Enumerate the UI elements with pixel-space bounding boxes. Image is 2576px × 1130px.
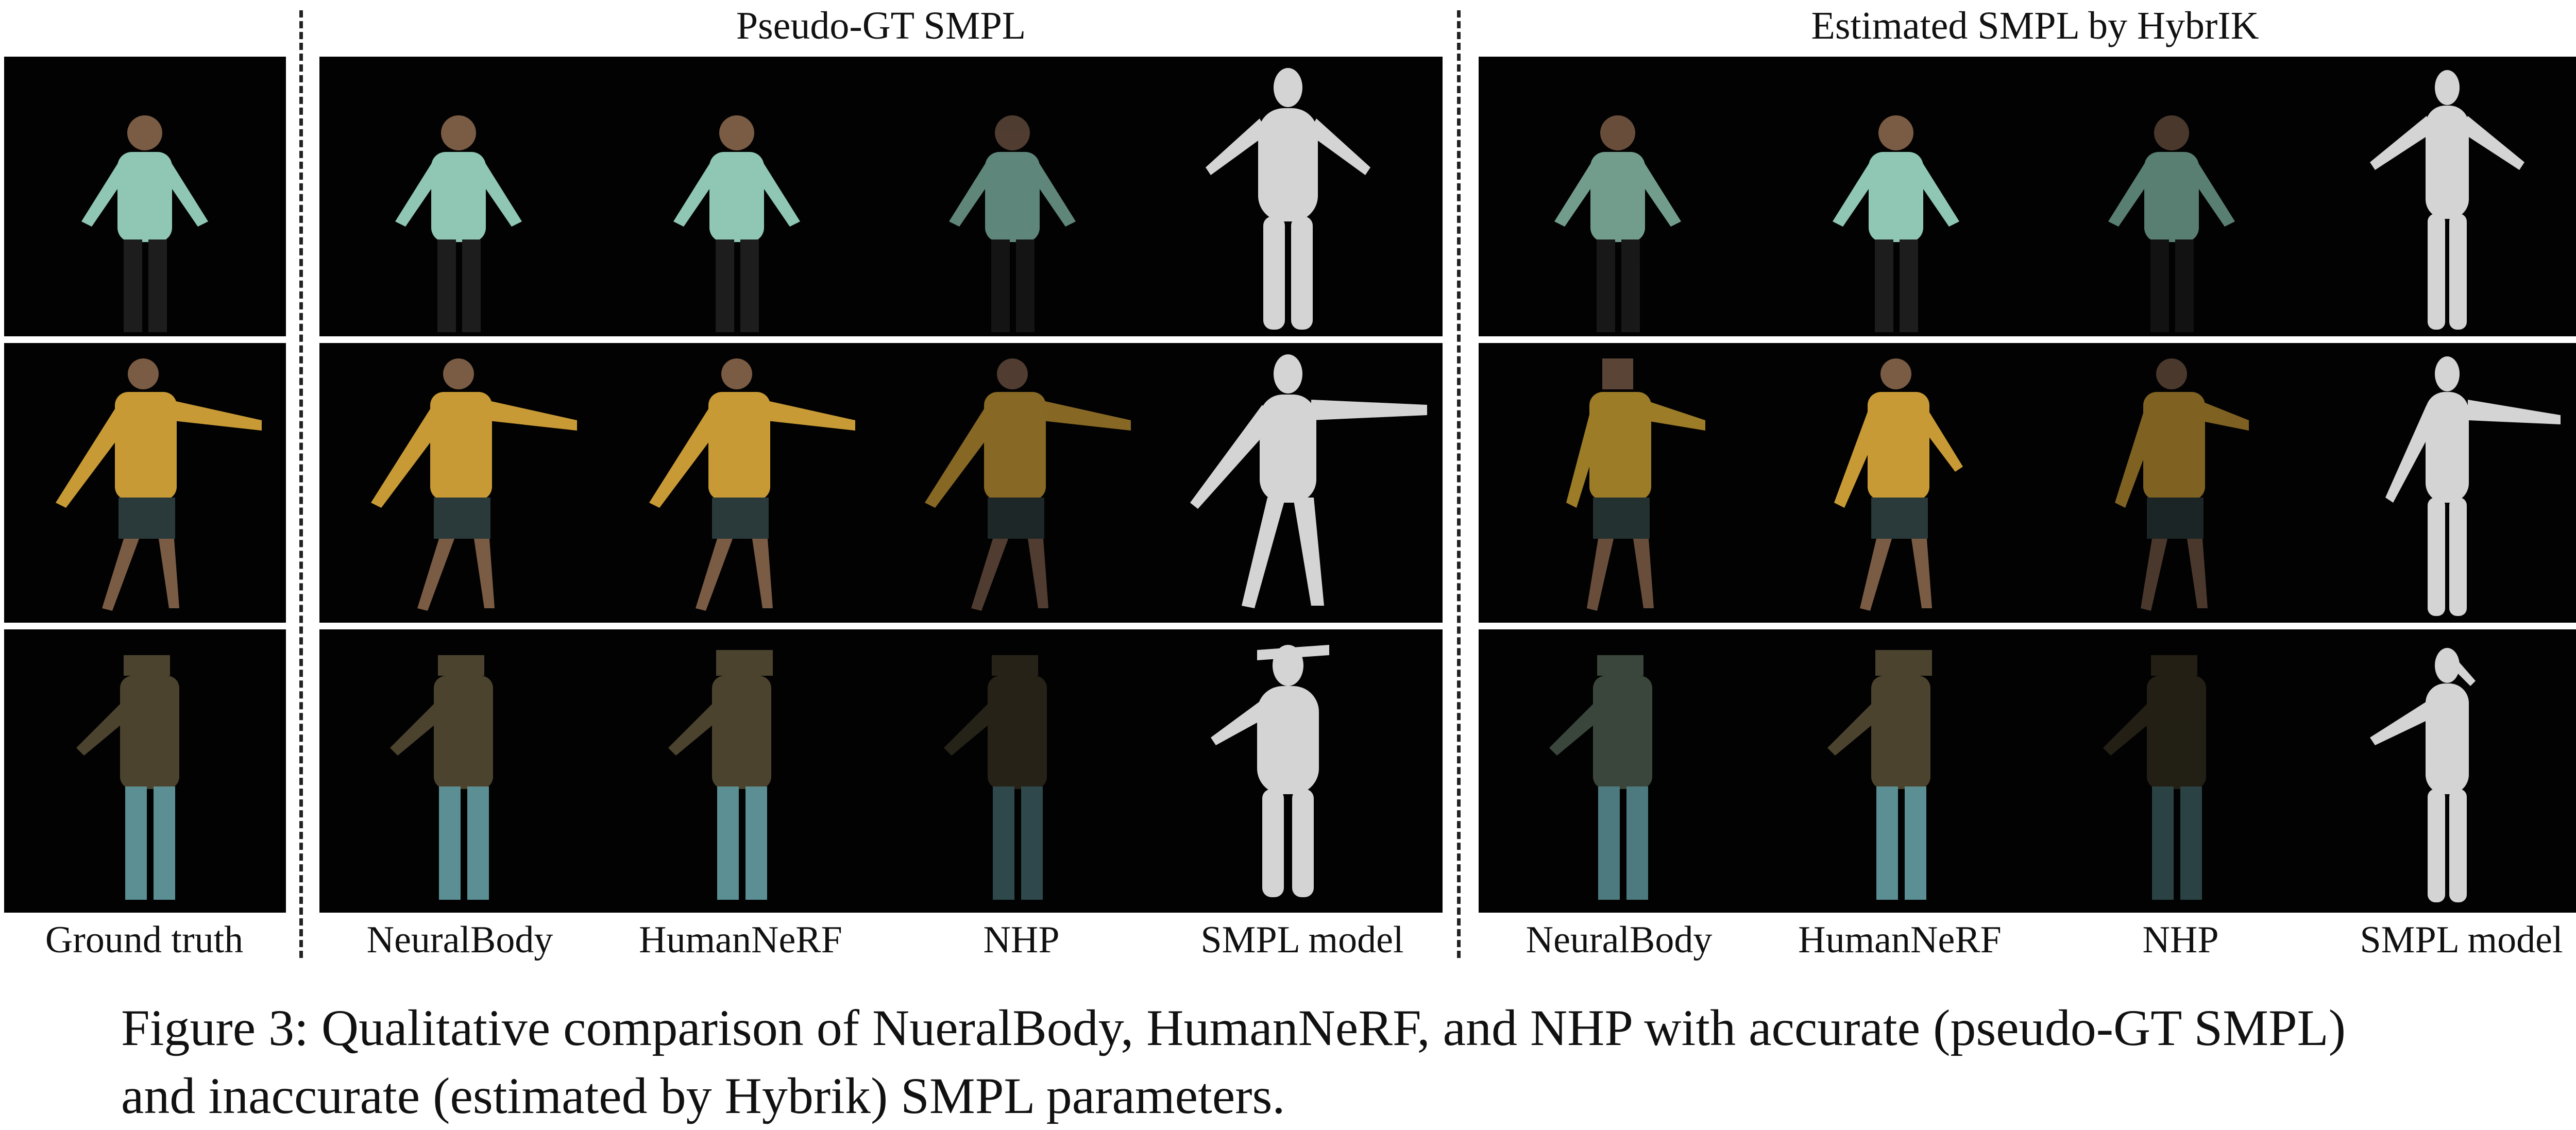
panel-estimated-row3: [1479, 629, 2576, 913]
humannerf-render: [649, 358, 855, 611]
neuralbody-render: [1554, 115, 1681, 332]
humannerf-render: [1834, 358, 1963, 611]
nhp-render: [2108, 115, 2235, 332]
neuralbody-render: [371, 358, 577, 611]
image-grid: [4, 57, 2576, 913]
renders-row2: [1566, 356, 2561, 616]
neuralbody-render: [1566, 358, 1705, 611]
smpl-model-render: [2370, 70, 2524, 330]
figure-caption: Figure 3: Qualitative comparison of Nuer…: [121, 994, 2543, 1130]
neuralbody-render: [1549, 655, 1652, 900]
smpl-model-render: [1190, 354, 1427, 608]
label-pseudo-nhp: NHP: [983, 919, 1060, 961]
panel-pseudo-gt-row1: [319, 57, 1443, 336]
nhp-render: [944, 655, 1047, 900]
smpl-model-render: [1211, 645, 1329, 897]
person-figure: [81, 115, 208, 332]
neuralbody-render: [395, 115, 522, 332]
label-pseudo-smpl-model: SMPL model: [1200, 919, 1404, 961]
label-est-humannerf: HumanNeRF: [1798, 919, 2002, 961]
humannerf-render: [1827, 650, 1932, 900]
caption-line-1: Figure 3: Qualitative comparison of Nuer…: [121, 999, 2346, 1056]
label-est-neuralbody: NeuralBody: [1526, 919, 1713, 961]
renders-row1: [1554, 70, 2524, 332]
neuralbody-render: [390, 655, 493, 900]
panel-gt-row1: [4, 57, 286, 336]
renders-row2: [371, 354, 1427, 611]
header-pseudo-gt: Pseudo-GT SMPL: [736, 4, 1026, 47]
panel-gt-row3: [4, 629, 286, 913]
caption-line-2: and inaccurate (estimated by Hybrik) SMP…: [121, 1067, 1285, 1124]
nhp-render: [925, 358, 1131, 611]
smpl-model-render: [1206, 68, 1370, 330]
panel-estimated-row2: [1479, 343, 2576, 623]
smpl-model-render: [2370, 648, 2476, 902]
header-estimated: Estimated SMPL by HybrIK: [1811, 4, 2259, 47]
label-ground-truth: Ground truth: [45, 919, 244, 961]
renders-row3: [1549, 648, 2476, 902]
label-pseudo-humannerf: HumanNeRF: [639, 919, 842, 961]
humannerf-render: [673, 115, 800, 332]
panel-pseudo-gt-row3: [319, 629, 1443, 913]
label-pseudo-neuralbody: NeuralBody: [366, 919, 553, 961]
renders-row3: [390, 645, 1329, 900]
divider-left: [299, 10, 303, 958]
panel-gt-row2: [4, 343, 286, 623]
nhp-render: [2103, 655, 2206, 900]
nhp-render: [949, 115, 1076, 332]
label-est-nhp: NHP: [2142, 919, 2219, 961]
humannerf-render: [668, 650, 773, 900]
panel-estimated-row1: [1479, 57, 2576, 336]
label-est-smpl-model: SMPL model: [2360, 919, 2563, 961]
person-figure: [76, 655, 179, 900]
person-figure: [56, 358, 262, 611]
panel-pseudo-gt-row2: [319, 343, 1443, 623]
smpl-model-render: [2385, 356, 2561, 616]
renders-row1: [395, 68, 1370, 332]
humannerf-render: [1833, 115, 1959, 332]
nhp-render: [2115, 358, 2249, 611]
divider-right: [1457, 10, 1461, 958]
